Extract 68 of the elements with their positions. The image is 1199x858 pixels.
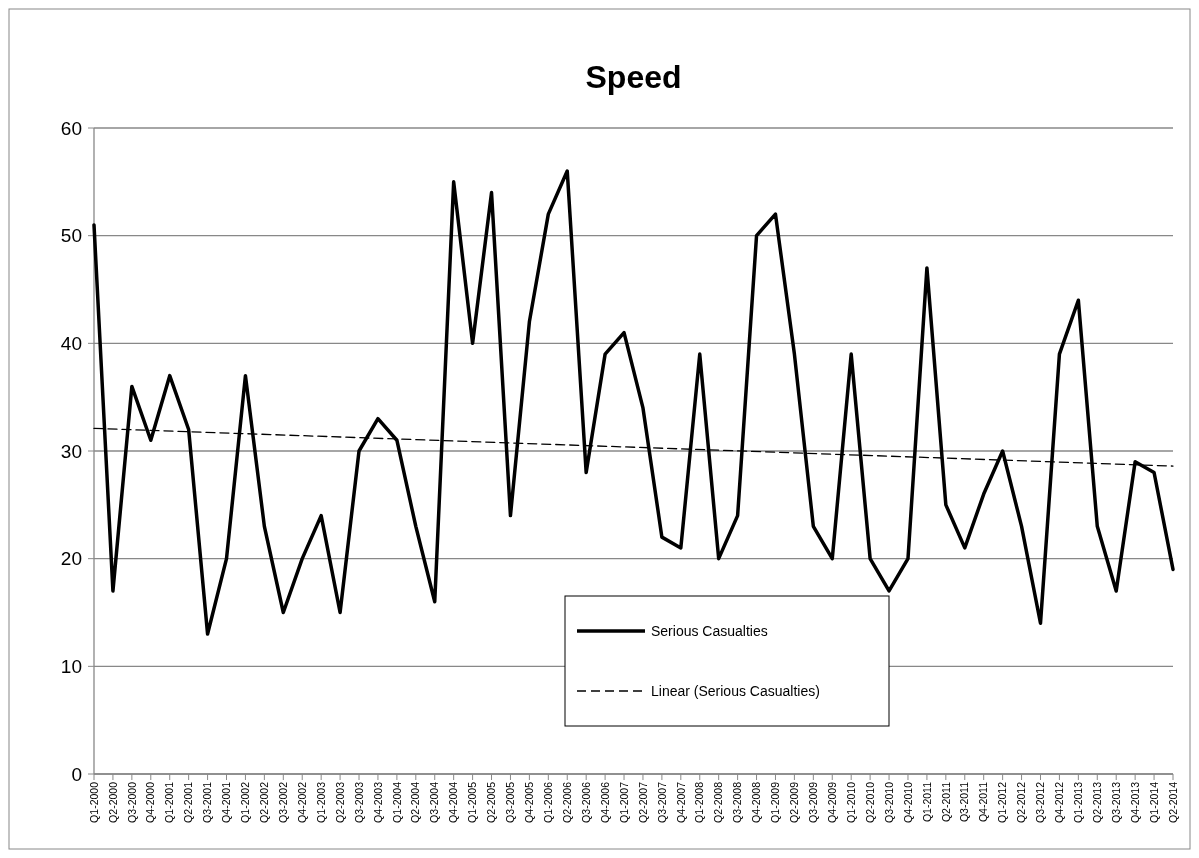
x-tick-label: Q4-2009 (825, 781, 838, 823)
x-tick-label: Q1-2001 (163, 781, 176, 823)
x-tick-label: Q4-2006 (598, 781, 611, 823)
x-tick-label: Q2-2001 (182, 781, 195, 823)
x-tick-label: Q3-2010 (882, 781, 895, 823)
x-tick-label: Q3-2006 (579, 781, 592, 823)
x-tick-label: Q1-2006 (541, 781, 554, 823)
x-tick-label: Q3-2013 (1109, 781, 1122, 823)
x-tick-label: Q1-2007 (617, 781, 630, 823)
x-tick-label: Q4-2003 (371, 781, 384, 823)
legend-label: Linear (Serious Casualties) (651, 682, 820, 699)
x-tick-label: Q2-2004 (409, 781, 422, 823)
x-tick-label: Q1-2008 (693, 781, 706, 823)
x-tick-label: Q1-2014 (1147, 781, 1160, 823)
x-tick-label: Q2-2009 (788, 781, 801, 823)
x-tick-label: Q3-2003 (352, 781, 365, 823)
x-tick-label: Q4-2008 (750, 781, 763, 823)
x-tick-label: Q3-2001 (201, 781, 214, 823)
x-tick-label: Q4-2001 (220, 781, 233, 823)
x-tick-label: Q3-2004 (428, 781, 441, 823)
x-tick-label: Q2-2011 (939, 781, 952, 823)
y-tick-label: 30 (60, 440, 82, 462)
y-tick-label: 0 (71, 763, 82, 785)
x-tick-label: Q2-2005 (485, 781, 498, 823)
x-tick-label: Q4-2007 (674, 781, 687, 823)
y-tick-label: 50 (60, 225, 82, 247)
x-tick-label: Q4-2004 (447, 781, 460, 823)
x-tick-label: Q2-2008 (712, 781, 725, 823)
y-tick-label: 10 (60, 655, 82, 677)
x-tick-label: Q2-2006 (560, 781, 573, 823)
x-tick-label: Q2-2002 (258, 781, 271, 823)
x-tick-label: Q1-2003 (314, 781, 327, 823)
x-tick-label: Q2-2010 (863, 781, 876, 823)
x-tick-label: Q4-2011 (977, 781, 990, 823)
x-tick-label: Q3-2008 (731, 781, 744, 823)
x-tick-label: Q4-2010 (901, 781, 914, 823)
x-tick-label: Q1-2005 (466, 781, 479, 823)
x-tick-label: Q1-2009 (769, 781, 782, 823)
legend-label: Serious Casualties (651, 622, 768, 639)
x-tick-label: Q1-2013 (1072, 781, 1085, 823)
x-tick-label: Q3-2009 (807, 781, 820, 823)
x-tick-label: Q3-2011 (958, 781, 971, 823)
x-tick-label: Q1-2000 (87, 781, 100, 823)
x-tick-label: Q1-2010 (844, 781, 857, 823)
x-tick-label: Q2-2003 (333, 781, 346, 823)
x-tick-label: Q3-2000 (125, 781, 138, 823)
x-tick-label: Q3-2005 (504, 781, 517, 823)
x-tick-label: Q4-2000 (144, 781, 157, 823)
x-tick-label: Q1-2004 (390, 781, 403, 823)
x-tick-label: Q1-2002 (239, 781, 252, 823)
x-tick-label: Q4-2012 (1053, 781, 1066, 823)
x-tick-label: Q1-2011 (920, 781, 933, 823)
x-tick-label: Q1-2012 (996, 781, 1009, 823)
x-tick-label: Q4-2013 (1128, 781, 1141, 823)
x-tick-label: Q2-2013 (1090, 781, 1103, 823)
x-tick-label: Q2-2000 (106, 781, 119, 823)
x-tick-label: Q3-2002 (276, 781, 289, 823)
x-tick-label: Q2-2007 (636, 781, 649, 823)
x-tick-label: Q4-2002 (295, 781, 308, 823)
chart-title: Speed (585, 59, 682, 95)
y-tick-label: 20 (60, 548, 82, 570)
x-tick-label: Q3-2007 (655, 781, 668, 823)
y-tick-label: 60 (60, 117, 82, 139)
x-tick-label: Q4-2005 (523, 781, 536, 823)
x-tick-label: Q2-2012 (1015, 781, 1028, 823)
y-tick-label: 40 (60, 332, 82, 354)
x-tick-label: Q3-2012 (1034, 781, 1047, 823)
x-tick-label: Q2-2014 (1166, 781, 1179, 823)
